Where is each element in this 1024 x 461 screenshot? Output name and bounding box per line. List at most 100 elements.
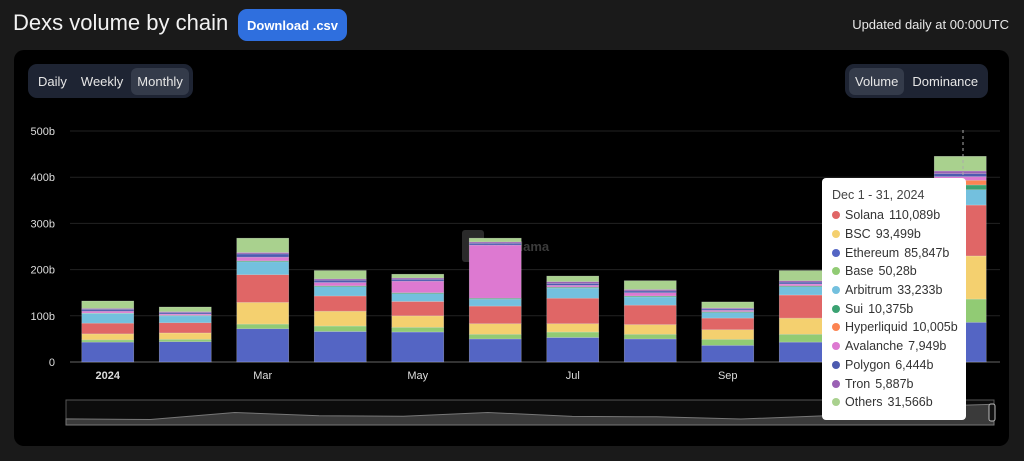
tab-weekly[interactable]: Weekly — [80, 73, 124, 89]
bar-segment[interactable] — [933, 156, 987, 172]
bar-segment[interactable] — [158, 341, 212, 363]
bar-segment[interactable] — [236, 302, 290, 325]
download-csv-button[interactable]: Download .csv — [238, 9, 347, 41]
bar-segment[interactable] — [81, 313, 135, 324]
bar-segment[interactable] — [313, 310, 367, 327]
x-tick-label: Jul — [566, 370, 580, 382]
y-tick-label: 400b — [31, 172, 55, 184]
bar-segment[interactable] — [158, 315, 212, 324]
bar-segment[interactable] — [81, 341, 135, 363]
bar-segment[interactable] — [701, 317, 755, 330]
bar-segment[interactable] — [546, 337, 600, 363]
bar-segment[interactable] — [236, 253, 290, 258]
tooltip-series-value: 10,005b — [912, 320, 958, 335]
bar-segment[interactable] — [313, 325, 367, 332]
bar-segment[interactable] — [546, 275, 600, 282]
bar-segment[interactable] — [468, 333, 522, 340]
bar-segment[interactable] — [391, 273, 445, 279]
bar-segment[interactable] — [391, 292, 445, 294]
bar-segment[interactable] — [468, 305, 522, 324]
tooltip-series-value: 7,949b — [908, 339, 947, 354]
tooltip-row: Hyperliquid 10,005b — [832, 318, 958, 337]
bar-segment[interactable] — [468, 244, 522, 299]
bar-segment[interactable] — [391, 301, 445, 317]
bar-segment[interactable] — [701, 339, 755, 346]
tooltip-row: Solana 110,089b — [832, 206, 956, 225]
bar-segment[interactable] — [701, 345, 755, 363]
legend-dot-icon — [832, 323, 840, 332]
tooltip-series-value: 10,375b — [868, 301, 914, 316]
tab-daily[interactable]: Daily — [38, 73, 67, 89]
bar-segment[interactable] — [623, 338, 677, 363]
bar-segment[interactable] — [546, 331, 600, 338]
bar-segment[interactable] — [701, 329, 755, 340]
bar-segment[interactable] — [623, 304, 677, 325]
bar-segment[interactable] — [313, 286, 367, 297]
bar-segment[interactable] — [158, 322, 212, 334]
x-tick-label: Mar — [253, 370, 272, 382]
tooltip-row: Polygon 6,444b — [832, 356, 956, 375]
bar-segment[interactable] — [236, 274, 290, 303]
bar-segment[interactable] — [933, 170, 987, 174]
bar-segment[interactable] — [313, 331, 367, 363]
legend-dot-icon — [832, 379, 840, 388]
bar-segment[interactable] — [623, 333, 677, 340]
tooltip-series-name: Base — [845, 264, 874, 279]
mode-toggle: Volume Dominance — [845, 64, 989, 98]
bar-segment[interactable] — [623, 296, 677, 306]
legend-dot-icon — [832, 360, 840, 369]
bar-segment[interactable] — [391, 280, 445, 293]
slider-handle-right[interactable] — [988, 403, 996, 422]
bar-segment[interactable] — [158, 306, 212, 312]
period-toggle: Daily Weekly Monthly — [28, 64, 193, 98]
tooltip-series-value: 93,499b — [875, 227, 921, 242]
bar-segment[interactable] — [391, 327, 445, 333]
bar-segment[interactable] — [623, 292, 677, 297]
bar-segment[interactable] — [546, 323, 600, 333]
bar-segment[interactable] — [391, 293, 445, 302]
bar-segment[interactable] — [236, 256, 290, 262]
bar-segment[interactable] — [81, 300, 135, 309]
bar-segment[interactable] — [81, 339, 135, 343]
bar-segment[interactable] — [546, 285, 600, 288]
bar-segment[interactable] — [313, 282, 367, 287]
bar-segment[interactable] — [933, 173, 987, 177]
bar-segment[interactable] — [391, 279, 445, 282]
bar-segment[interactable] — [623, 280, 677, 290]
bar-segment[interactable] — [701, 309, 755, 312]
bar-segment[interactable] — [236, 261, 290, 275]
tooltip-title: Dec 1 - 31, 2024 — [832, 188, 925, 202]
tooltip-row: Base 50,28b — [832, 262, 956, 281]
bar-segment[interactable] — [468, 298, 522, 307]
bar-segment[interactable] — [468, 323, 522, 335]
bar-segment[interactable] — [81, 333, 135, 341]
tab-monthly[interactable]: Monthly — [131, 67, 189, 95]
tab-dominance[interactable]: Dominance — [912, 73, 979, 89]
tooltip-series-name: Ethereum — [845, 245, 900, 260]
bar-segment[interactable] — [313, 270, 367, 280]
bar-segment[interactable] — [236, 237, 290, 253]
bar-segment[interactable] — [313, 279, 367, 283]
tooltip-series-name: Tron — [845, 376, 871, 391]
bar-segment[interactable] — [468, 338, 522, 363]
bar-segment[interactable] — [236, 328, 290, 363]
tab-volume[interactable]: Volume — [849, 67, 905, 95]
bar-segment[interactable] — [623, 324, 677, 335]
x-tick-label: May — [407, 370, 428, 382]
bar-segment[interactable] — [81, 322, 135, 335]
bar-segment[interactable] — [701, 312, 755, 319]
tooltip-series-value: 50,28b — [878, 264, 917, 279]
tooltip-row: Sui 10,375b — [832, 299, 956, 318]
tooltip-row: Tron 5,887b — [832, 374, 956, 393]
bar-segment[interactable] — [391, 315, 445, 328]
bar-segment[interactable] — [468, 237, 522, 243]
bar-segment[interactable] — [158, 339, 212, 342]
bar-segment[interactable] — [236, 323, 290, 330]
bar-segment[interactable] — [546, 287, 600, 299]
bar-segment[interactable] — [313, 295, 367, 312]
bar-segment[interactable] — [391, 331, 445, 363]
bar-segment[interactable] — [158, 332, 212, 340]
bar-segment[interactable] — [701, 301, 755, 309]
bar-segment[interactable] — [546, 297, 600, 324]
legend-dot-icon — [832, 286, 840, 295]
